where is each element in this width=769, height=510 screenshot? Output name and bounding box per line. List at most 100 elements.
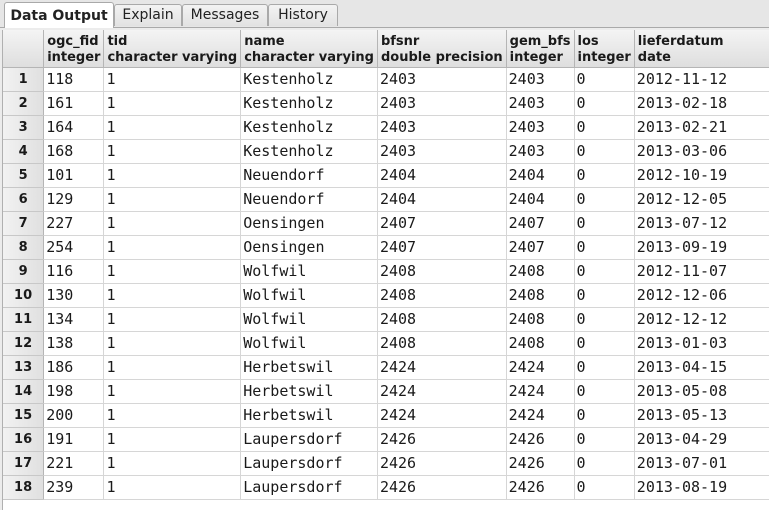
table-cell[interactable]: Neuendorf [240, 163, 378, 188]
table-row[interactable]: 18 239 1 Laupersdorf 2426 2426 0 2013-08-19 [3, 475, 769, 500]
table-cell[interactable]: 186 [43, 355, 105, 380]
table-row[interactable]: 2 161 1 Kestenholz 2403 2403 0 2013-02-18 [3, 91, 769, 116]
table-cell[interactable]: 221 [43, 451, 105, 476]
table-cell[interactable]: 2013-05-13 [634, 403, 769, 428]
table-cell[interactable]: 2408 [377, 307, 507, 332]
table-cell[interactable]: 2404 [506, 187, 575, 212]
table-cell[interactable]: 198 [43, 379, 105, 404]
table-cell[interactable]: 2403 [377, 115, 507, 140]
table-cell[interactable]: 1 [103, 235, 242, 260]
table-cell[interactable]: 0 [574, 379, 635, 404]
row-number-cell[interactable]: 16 [3, 427, 45, 452]
table-cell[interactable]: 0 [574, 235, 635, 260]
table-cell[interactable]: 1 [103, 331, 242, 356]
table-cell[interactable]: 2012-11-07 [634, 259, 769, 284]
table-row[interactable]: 8 254 1 Oensingen 2407 2407 0 2013-09-19 [3, 235, 769, 260]
table-cell[interactable]: 2403 [506, 91, 575, 116]
table-cell[interactable]: 2408 [377, 283, 507, 308]
table-row[interactable]: 13 186 1 Herbetswil 2424 2424 0 2013-04-15 [3, 355, 769, 380]
table-cell[interactable]: 164 [43, 115, 105, 140]
row-number-cell[interactable]: 5 [3, 163, 45, 188]
table-cell[interactable]: 2424 [506, 379, 575, 404]
table-cell[interactable]: 2013-08-19 [634, 475, 769, 500]
corner-cell[interactable] [3, 30, 45, 68]
table-row[interactable]: 5 101 1 Neuendorf 2404 2404 0 2012-10-19 [3, 163, 769, 188]
row-number-cell[interactable]: 11 [3, 307, 45, 332]
table-cell[interactable]: 2408 [506, 259, 575, 284]
table-cell[interactable]: 2424 [377, 355, 507, 380]
row-number-cell[interactable]: 13 [3, 355, 45, 380]
table-cell[interactable]: 1 [103, 139, 242, 164]
table-cell[interactable]: 0 [574, 139, 635, 164]
table-cell[interactable]: 0 [574, 403, 635, 428]
table-cell[interactable]: Herbetswil [240, 379, 378, 404]
table-cell[interactable]: 1 [103, 163, 242, 188]
table-cell[interactable]: 0 [574, 187, 635, 212]
table-cell[interactable]: Oensingen [240, 235, 378, 260]
row-number-cell[interactable]: 15 [3, 403, 45, 428]
table-cell[interactable]: 0 [574, 91, 635, 116]
row-number-cell[interactable]: 9 [3, 259, 45, 284]
table-cell[interactable]: 130 [43, 283, 105, 308]
table-cell[interactable]: 1 [103, 379, 242, 404]
table-cell[interactable]: 2408 [377, 259, 507, 284]
table-row[interactable]: 1 118 1 Kestenholz 2403 2403 0 2012-11-12 [3, 67, 769, 92]
table-cell[interactable]: Herbetswil [240, 403, 378, 428]
row-number-cell[interactable]: 8 [3, 235, 45, 260]
table-cell[interactable]: 1 [103, 259, 242, 284]
column-header-gem-bfs[interactable]: gem_bfs integer [506, 30, 575, 68]
table-cell[interactable]: 2012-12-06 [634, 283, 769, 308]
table-row[interactable]: 17 221 1 Laupersdorf 2426 2426 0 2013-07-01 [3, 451, 769, 476]
table-cell[interactable]: 1 [103, 283, 242, 308]
table-cell[interactable]: 2403 [377, 67, 507, 92]
table-cell[interactable]: Laupersdorf [240, 427, 378, 452]
table-cell[interactable]: 116 [43, 259, 105, 284]
table-cell[interactable]: Oensingen [240, 211, 378, 236]
table-cell[interactable]: 1 [103, 307, 242, 332]
table-cell[interactable]: 168 [43, 139, 105, 164]
table-row[interactable]: 11 134 1 Wolfwil 2408 2408 0 2012-12-12 [3, 307, 769, 332]
table-cell[interactable]: 129 [43, 187, 105, 212]
table-cell[interactable]: 0 [574, 259, 635, 284]
column-header-name[interactable]: name character varying [240, 30, 378, 68]
table-cell[interactable]: 2424 [506, 403, 575, 428]
table-cell[interactable]: 2013-04-29 [634, 427, 769, 452]
table-row[interactable]: 14 198 1 Herbetswil 2424 2424 0 2013-05-08 [3, 379, 769, 404]
table-cell[interactable]: 0 [574, 427, 635, 452]
table-cell[interactable]: 2013-07-12 [634, 211, 769, 236]
table-row[interactable]: 4 168 1 Kestenholz 2403 2403 0 2013-03-06 [3, 139, 769, 164]
table-cell[interactable]: 0 [574, 115, 635, 140]
table-cell[interactable]: 0 [574, 451, 635, 476]
table-cell[interactable]: 0 [574, 475, 635, 500]
table-cell[interactable]: Laupersdorf [240, 451, 378, 476]
table-cell[interactable]: 2426 [506, 451, 575, 476]
table-cell[interactable]: 2407 [377, 235, 507, 260]
table-cell[interactable]: 2012-12-05 [634, 187, 769, 212]
table-cell[interactable]: 191 [43, 427, 105, 452]
table-cell[interactable]: Kestenholz [240, 139, 378, 164]
table-cell[interactable]: 101 [43, 163, 105, 188]
table-cell[interactable]: 134 [43, 307, 105, 332]
table-cell[interactable]: 2012-12-12 [634, 307, 769, 332]
row-number-cell[interactable]: 6 [3, 187, 45, 212]
table-cell[interactable]: 1 [103, 115, 242, 140]
table-row[interactable]: 9 116 1 Wolfwil 2408 2408 0 2012-11-07 [3, 259, 769, 284]
table-cell[interactable]: 2404 [377, 187, 507, 212]
table-cell[interactable]: 138 [43, 331, 105, 356]
table-row[interactable]: 12 138 1 Wolfwil 2408 2408 0 2013-01-03 [3, 331, 769, 356]
table-cell[interactable]: 0 [574, 211, 635, 236]
row-number-cell[interactable]: 14 [3, 379, 45, 404]
table-cell[interactable]: 2408 [506, 331, 575, 356]
table-cell[interactable]: 2408 [506, 283, 575, 308]
table-cell[interactable]: 2407 [506, 235, 575, 260]
table-cell[interactable]: 2013-02-18 [634, 91, 769, 116]
table-cell[interactable]: 2013-09-19 [634, 235, 769, 260]
table-cell[interactable]: 0 [574, 331, 635, 356]
table-cell[interactable]: 2426 [377, 475, 507, 500]
row-number-cell[interactable]: 2 [3, 91, 45, 116]
table-cell[interactable]: 1 [103, 403, 242, 428]
table-cell[interactable]: 1 [103, 427, 242, 452]
table-cell[interactable]: 2403 [506, 115, 575, 140]
table-cell[interactable]: Wolfwil [240, 259, 378, 284]
table-cell[interactable]: 2404 [377, 163, 507, 188]
